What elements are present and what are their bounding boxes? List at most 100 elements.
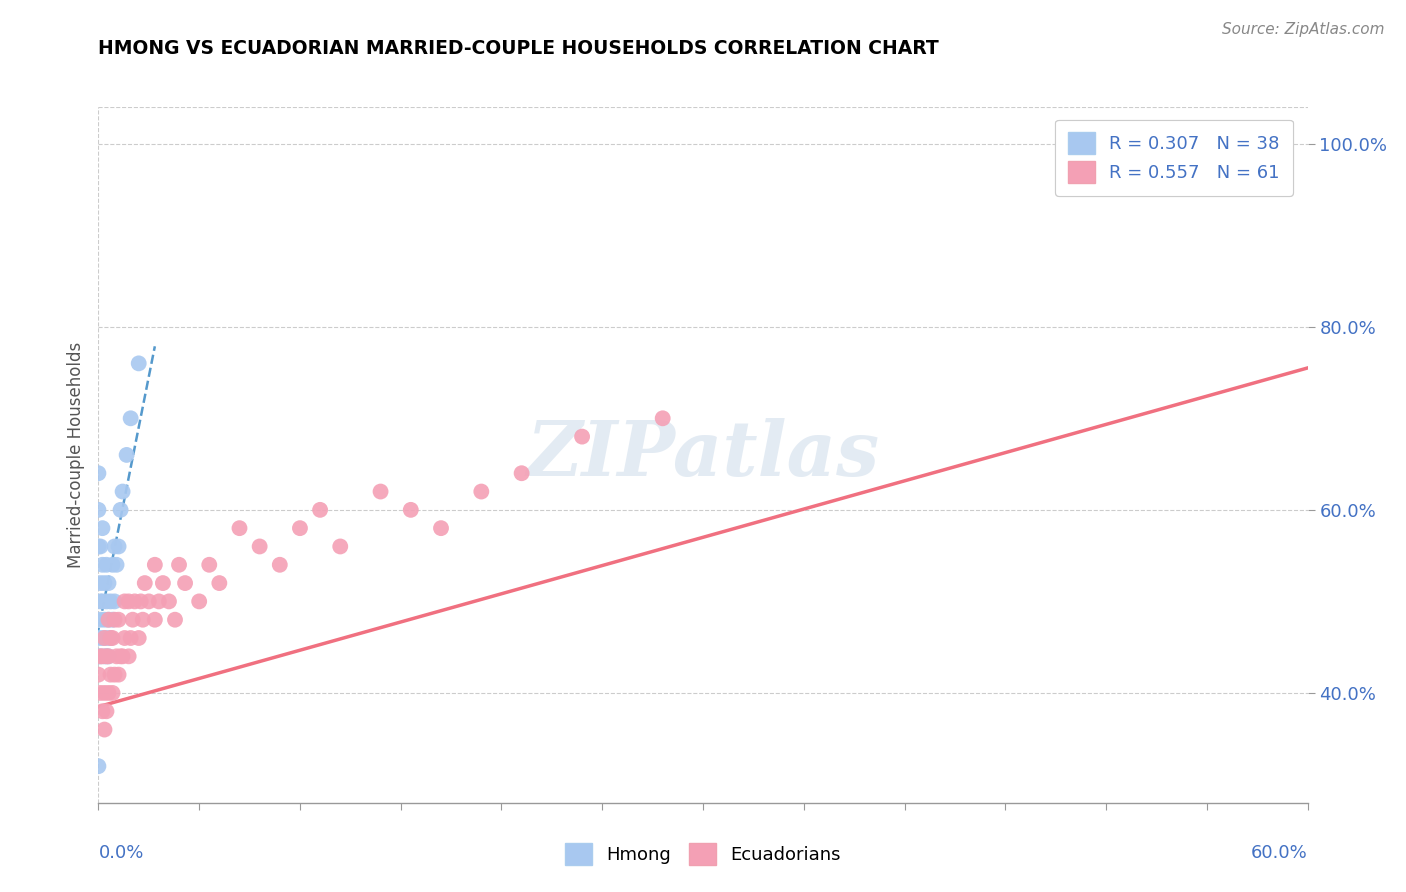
Point xyxy=(188,594,211,608)
Point xyxy=(91,558,114,572)
Text: 60.0%: 60.0% xyxy=(1251,844,1308,862)
Point xyxy=(96,594,118,608)
Point xyxy=(107,540,129,554)
Point xyxy=(97,576,120,591)
Point xyxy=(163,613,186,627)
Point xyxy=(249,540,271,554)
Point xyxy=(101,558,124,572)
Point xyxy=(105,649,128,664)
Point xyxy=(103,594,125,608)
Point xyxy=(105,558,128,572)
Y-axis label: Married-couple Households: Married-couple Households xyxy=(66,342,84,568)
Point xyxy=(288,521,311,535)
Point xyxy=(152,576,174,591)
Text: 0.0%: 0.0% xyxy=(98,844,143,862)
Point xyxy=(100,594,122,608)
Point xyxy=(115,448,138,462)
Point xyxy=(120,411,142,425)
Point xyxy=(89,686,111,700)
Text: ZIPatlas: ZIPatlas xyxy=(526,418,880,491)
Point xyxy=(103,540,125,554)
Point xyxy=(91,631,114,645)
Point xyxy=(167,558,190,572)
Point xyxy=(100,631,122,645)
Point xyxy=(87,759,110,773)
Point xyxy=(143,558,166,572)
Point xyxy=(124,594,146,608)
Point xyxy=(100,631,122,645)
Point xyxy=(110,649,132,664)
Point xyxy=(87,503,110,517)
Text: HMONG VS ECUADORIAN MARRIED-COUPLE HOUSEHOLDS CORRELATION CHART: HMONG VS ECUADORIAN MARRIED-COUPLE HOUSE… xyxy=(98,39,939,58)
Point xyxy=(103,667,125,681)
Point xyxy=(87,631,110,645)
Point xyxy=(228,521,250,535)
Point xyxy=(120,631,142,645)
Point xyxy=(370,484,392,499)
Point xyxy=(89,594,111,608)
Point xyxy=(651,411,673,425)
Point xyxy=(97,613,120,627)
Point xyxy=(87,540,110,554)
Point xyxy=(148,594,170,608)
Point xyxy=(129,594,152,608)
Point xyxy=(174,576,197,591)
Point xyxy=(269,558,291,572)
Point xyxy=(87,667,110,681)
Point xyxy=(96,631,118,645)
Point xyxy=(121,613,143,627)
Point xyxy=(96,649,118,664)
Point xyxy=(89,613,111,627)
Point xyxy=(101,631,124,645)
Point xyxy=(87,467,110,481)
Point xyxy=(128,631,150,645)
Point xyxy=(101,613,124,627)
Point xyxy=(93,649,115,664)
Point xyxy=(103,613,125,627)
Point xyxy=(107,613,129,627)
Point xyxy=(198,558,221,572)
Point xyxy=(93,576,115,591)
Point xyxy=(430,521,453,535)
Point xyxy=(114,594,136,608)
Point xyxy=(138,594,160,608)
Point xyxy=(111,484,134,499)
Point xyxy=(399,503,422,517)
Legend: Hmong, Ecuadorians: Hmong, Ecuadorians xyxy=(555,834,851,874)
Point xyxy=(97,649,120,664)
Point xyxy=(571,429,593,443)
Point xyxy=(93,631,115,645)
Point xyxy=(91,521,114,535)
Point xyxy=(89,649,111,664)
Point xyxy=(329,540,352,554)
Point xyxy=(470,484,492,499)
Point xyxy=(97,686,120,700)
Point xyxy=(97,649,120,664)
Point xyxy=(97,613,120,627)
Point xyxy=(107,667,129,681)
Point xyxy=(157,594,180,608)
Point xyxy=(89,540,111,554)
Point xyxy=(96,558,118,572)
Point xyxy=(96,649,118,664)
Point xyxy=(118,649,141,664)
Point xyxy=(101,686,124,700)
Point xyxy=(93,613,115,627)
Point xyxy=(93,723,115,737)
Point xyxy=(114,631,136,645)
Point xyxy=(93,686,115,700)
Text: Source: ZipAtlas.com: Source: ZipAtlas.com xyxy=(1222,22,1385,37)
Point xyxy=(91,704,114,718)
Point xyxy=(100,667,122,681)
Legend: R = 0.307   N = 38, R = 0.557   N = 61: R = 0.307 N = 38, R = 0.557 N = 61 xyxy=(1054,120,1292,196)
Point xyxy=(128,356,150,370)
Point xyxy=(111,649,134,664)
Point xyxy=(132,613,155,627)
Point xyxy=(309,503,332,517)
Point xyxy=(118,594,141,608)
Point xyxy=(510,467,533,481)
Point xyxy=(89,576,111,591)
Point xyxy=(208,576,231,591)
Point xyxy=(96,704,118,718)
Point xyxy=(91,594,114,608)
